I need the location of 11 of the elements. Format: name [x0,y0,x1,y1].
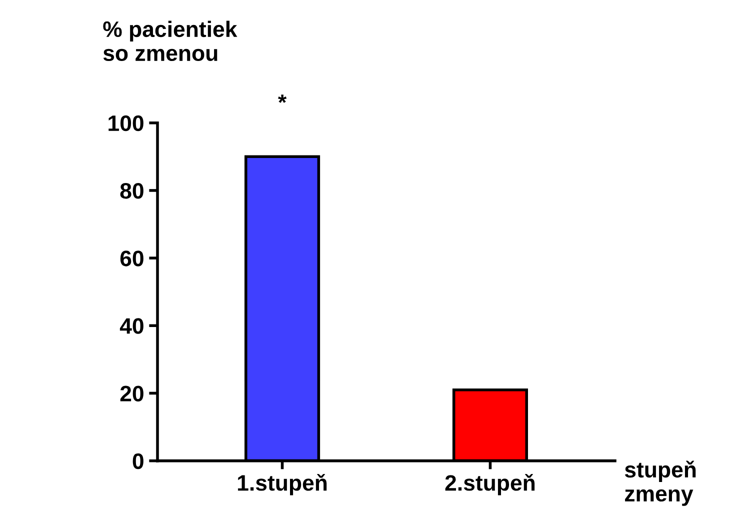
y-tick-label: 0 [132,453,144,470]
x-axis-title: stupeň zmeny [624,460,696,506]
x-tick-label: 2.stupeň [445,474,535,496]
y-tick-label: 40 [120,318,144,334]
y-axis-title: % pacientiek so zmenou [103,20,238,62]
text: * [278,94,287,103]
y-tick-label: 80 [120,183,144,199]
x-tick-label: 1.stupeň [238,474,327,496]
y-tick-label: 20 [120,386,144,402]
y-tick-label: 100 [108,115,144,132]
y-tick-label: 60 [120,250,144,266]
